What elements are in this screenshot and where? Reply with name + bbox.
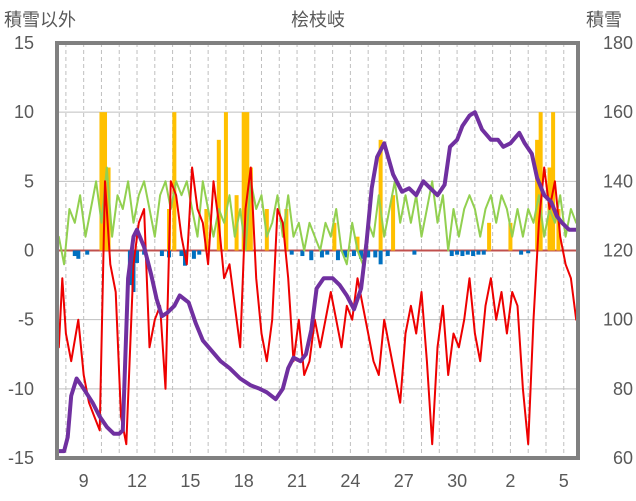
precip-down-bar — [135, 250, 140, 263]
precip-up-bar — [378, 139, 383, 251]
snow-depth-line — [56, 110, 579, 454]
precip-down-bar — [449, 250, 454, 257]
x-tick-label: 21 — [287, 471, 307, 491]
right-axis-label: 積雪 — [586, 10, 622, 31]
precip-down-bar — [476, 250, 481, 255]
precip-down-bar — [197, 250, 202, 255]
precip-up-bar — [332, 222, 337, 251]
precip-down-bar — [191, 250, 196, 259]
right-tick-label: 60 — [613, 448, 633, 468]
precip-up-bar — [355, 236, 360, 251]
x-tick-label: 2 — [505, 471, 515, 491]
left-tick-label: -5 — [18, 310, 34, 330]
precip-up-bar — [508, 222, 513, 251]
precip-down-bar — [351, 250, 356, 257]
precip-up-bar — [248, 167, 253, 251]
precip-down-bar — [179, 250, 184, 257]
precip-down-bar — [309, 250, 314, 261]
precip-up-bar — [535, 139, 540, 251]
plot-frame — [55, 41, 580, 460]
x-tick-label: 24 — [340, 471, 360, 491]
left-tick-label: 0 — [24, 241, 34, 261]
precip-up-bar — [204, 209, 209, 251]
precip-down-bar — [366, 250, 371, 258]
precip-down-bar — [519, 250, 524, 255]
precip-down-bar — [481, 250, 486, 255]
x-tick-label: 5 — [559, 471, 569, 491]
precip-down-bar — [335, 250, 340, 261]
left-tick-label: 15 — [14, 33, 34, 53]
x-tick-label: 18 — [234, 471, 254, 491]
precip-down-bar — [85, 250, 90, 255]
precip-down-bar — [412, 250, 417, 255]
precip-down-bar — [325, 250, 330, 255]
left-tick-label: -15 — [8, 448, 34, 468]
x-tick-label: 12 — [127, 471, 147, 491]
precip-up-bar — [284, 209, 289, 251]
right-tick-label: 140 — [603, 171, 633, 191]
precip-up-bar — [391, 195, 396, 251]
x-tick-label: 27 — [394, 471, 414, 491]
precip-up-bar — [245, 112, 250, 251]
precip-down-bar — [343, 250, 348, 258]
left-tick-label: -10 — [8, 379, 34, 399]
precip-down-bar — [319, 250, 324, 258]
x-tick-labels: 9 12 15 18 21 24 27 30 2 5 — [79, 471, 569, 491]
precip-down-bar — [460, 250, 465, 257]
precip-up-bar — [487, 222, 492, 251]
temperature-line — [57, 166, 578, 446]
series-lines — [56, 110, 579, 454]
precip-up-bar — [106, 167, 111, 251]
right-tick-labels: 180 160 140 120 100 80 60 — [603, 33, 633, 468]
right-tick-label: 80 — [613, 379, 633, 399]
right-tick-label: 120 — [603, 241, 633, 261]
precip-down-bar — [359, 250, 364, 259]
precip-down-bar — [455, 250, 460, 255]
precip-up-bar — [556, 209, 561, 251]
precip-down-bar — [159, 250, 164, 257]
x-tick-label: 9 — [79, 471, 89, 491]
precip-down-bar — [378, 250, 383, 265]
x-tick-label: 15 — [180, 471, 200, 491]
chart-title: 桧枝岐 — [291, 10, 345, 31]
precip-down-bar — [471, 250, 476, 257]
precip-down-bar — [300, 250, 305, 257]
precip-down-bar — [373, 250, 378, 258]
precip-up-bar — [172, 112, 177, 251]
left-tick-label: 5 — [24, 171, 34, 191]
precip-up-bar — [216, 139, 221, 251]
precip-up-bar — [99, 112, 104, 251]
precip-up-bar — [223, 112, 228, 251]
right-tick-label: 160 — [603, 102, 633, 122]
left-tick-labels: 15 10 5 0 -5 -10 -15 — [8, 33, 34, 468]
precip-down-bar — [72, 250, 77, 257]
precip-down-bar — [385, 250, 390, 257]
wind-line — [57, 166, 578, 266]
right-tick-label: 180 — [603, 33, 633, 53]
x-tick-label: 30 — [447, 471, 467, 491]
precip-up-bar — [551, 112, 556, 251]
precip-down-bar — [465, 250, 470, 255]
precip-down-bar — [526, 250, 531, 254]
precip-down-bar — [289, 250, 294, 255]
precip-up-bar — [241, 112, 246, 251]
left-axis-label: 積雪以外 — [4, 10, 76, 31]
precip-down-bar — [76, 250, 81, 259]
right-tick-label: 100 — [603, 310, 633, 330]
left-tick-label: 10 — [14, 102, 34, 122]
